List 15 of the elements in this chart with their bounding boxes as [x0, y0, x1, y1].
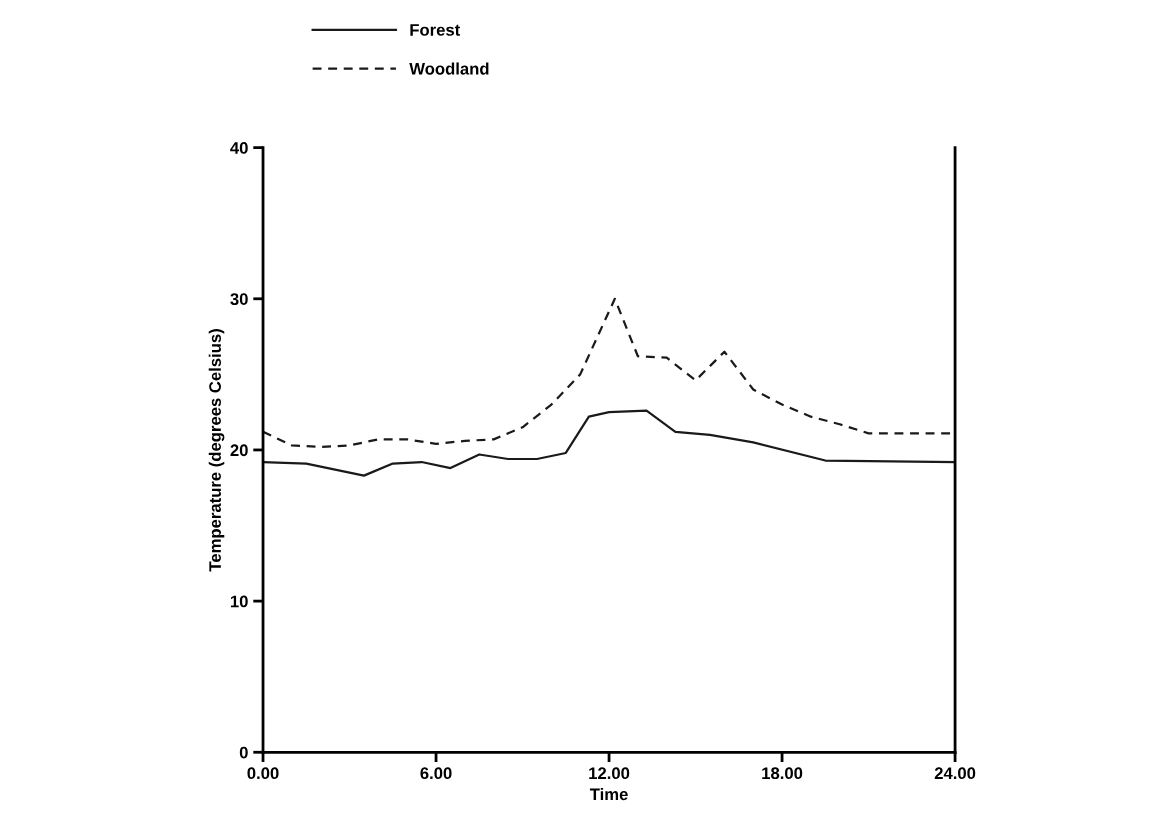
- y-tick-label: 20: [230, 444, 248, 457]
- x-axis-title: Time: [589, 787, 628, 801]
- y-tick-label: 0: [239, 746, 248, 759]
- legend-label: Woodland: [409, 62, 489, 75]
- x-tick-label: 0.00: [247, 767, 279, 780]
- y-tick-label: 40: [230, 142, 248, 154]
- x-tick-label: 18.00: [762, 767, 803, 780]
- y-tick-label: 10: [230, 595, 248, 608]
- x-tick-label: 12.00: [589, 767, 630, 780]
- y-axis-title: Temperature (degrees Celsius): [208, 329, 225, 572]
- x-tick-label: 6.00: [420, 767, 452, 780]
- line-series: [263, 409, 956, 477]
- y-tick-label: 30: [230, 293, 248, 306]
- x-tick-label: 24.00: [934, 767, 976, 780]
- legend-label: Forest: [410, 24, 461, 36]
